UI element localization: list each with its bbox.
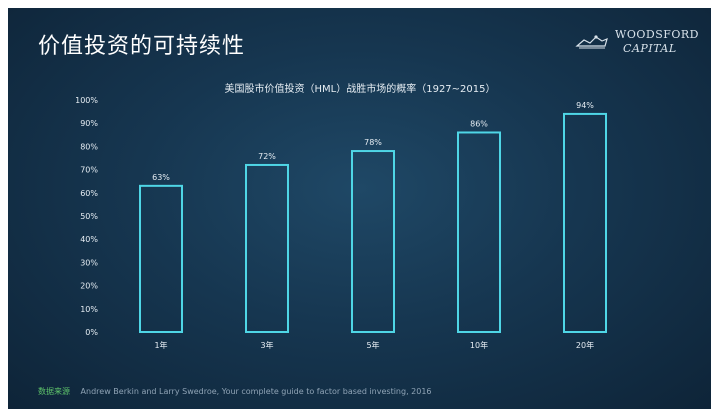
bar xyxy=(563,112,607,333)
bar xyxy=(245,163,289,333)
page-title: 价值投资的可持续性 xyxy=(38,34,246,59)
bar xyxy=(457,131,501,334)
y-tick-label: 50% xyxy=(80,212,98,221)
y-tick-label: 20% xyxy=(80,282,98,291)
logo-line-1: WOODSFORD xyxy=(615,28,699,41)
logo-line-2: CAPITAL xyxy=(623,42,677,55)
source-label: 数据来源 xyxy=(38,387,70,396)
y-tick-label: 100% xyxy=(75,96,98,105)
slide: 价值投资的可持续性 WOODSFORD CAPITAL 美国股市价值投资（HML… xyxy=(8,8,711,409)
y-tick-label: 90% xyxy=(80,119,98,128)
x-tick-label: 20年 xyxy=(576,340,594,350)
y-tick-label: 80% xyxy=(80,142,98,151)
x-tick-label: 5年 xyxy=(366,340,379,350)
x-tick-label: 3年 xyxy=(260,340,273,350)
y-tick-label: 40% xyxy=(80,235,98,244)
x-tick-label: 1年 xyxy=(154,340,167,350)
source-text: Andrew Berkin and Larry Swedroe, Your co… xyxy=(80,387,432,396)
logo: WOODSFORD CAPITAL xyxy=(575,28,699,56)
bar xyxy=(139,184,183,333)
y-tick-label: 10% xyxy=(80,305,98,314)
source-note: 数据来源 Andrew Berkin and Larry Swedroe, Yo… xyxy=(38,386,432,397)
bar xyxy=(351,150,395,333)
y-tick-label: 70% xyxy=(80,166,98,175)
bar-value-label: 72% xyxy=(258,152,276,161)
logo-emblem-icon xyxy=(575,35,608,49)
bar-value-label: 63% xyxy=(152,173,170,182)
bar-value-label: 86% xyxy=(470,119,488,128)
y-tick-label: 30% xyxy=(80,258,98,267)
y-tick-label: 0% xyxy=(85,328,98,337)
chart-title: 美国股市价值投资（HML）战胜市场的概率（1927~2015） xyxy=(225,82,496,95)
bar-value-label: 94% xyxy=(576,101,594,110)
bar-chart: 美国股市价值投资（HML）战胜市场的概率（1927~2015） 0% 10% 20%… xyxy=(75,82,607,350)
y-tick-label: 60% xyxy=(80,189,98,198)
bar-value-label: 78% xyxy=(364,138,382,147)
x-tick-label: 10年 xyxy=(470,340,488,350)
